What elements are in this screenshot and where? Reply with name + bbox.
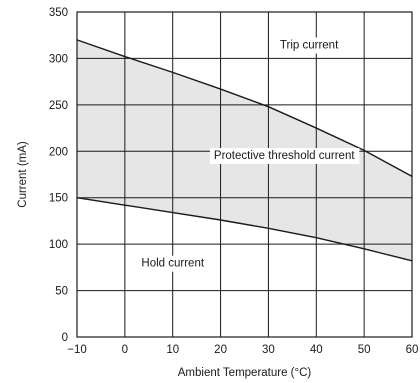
y-tick-label: 350 (49, 7, 68, 19)
x-axis-title: Ambient Temperature (°C) (178, 367, 312, 379)
trip-current-label: Trip current (280, 40, 339, 52)
x-tick-label: 40 (310, 344, 323, 356)
y-tick-label: 50 (55, 286, 68, 298)
y-tick-label: 200 (49, 146, 68, 158)
y-tick-label: 0 (62, 332, 68, 344)
hold-current-label-bg (137, 255, 209, 272)
x-tick-label: 60 (406, 344, 419, 356)
hold-current-label: Hold current (141, 258, 204, 270)
protective-threshold-current-label: Protective threshold current (214, 150, 355, 162)
y-tick-label: 300 (49, 53, 68, 65)
x-tick-label: 10 (166, 344, 179, 356)
y-tick-label: 150 (49, 193, 68, 205)
y-tick-label: 100 (49, 239, 68, 251)
protective-threshold-current-label-bg (209, 148, 360, 164)
y-axis-title: Current (mA) (17, 141, 29, 208)
plot-frame (76, 11, 413, 338)
protective-threshold-current-annotation: Protective threshold current (209, 148, 360, 164)
hold-current-annotation: Hold current (137, 255, 209, 272)
y-tick-label: 250 (49, 100, 68, 112)
x-tick-label: 50 (358, 344, 371, 356)
trip-current-label-bg (275, 37, 344, 54)
x-tick-label: 30 (262, 344, 275, 356)
x-tick-label: 20 (214, 344, 227, 356)
hold-current-line (76, 197, 413, 262)
trip-current-line (76, 39, 413, 177)
x-tick-label: −10 (67, 344, 87, 356)
trip-current-annotation: Trip current (275, 37, 344, 54)
x-tick-label: 0 (122, 344, 128, 356)
